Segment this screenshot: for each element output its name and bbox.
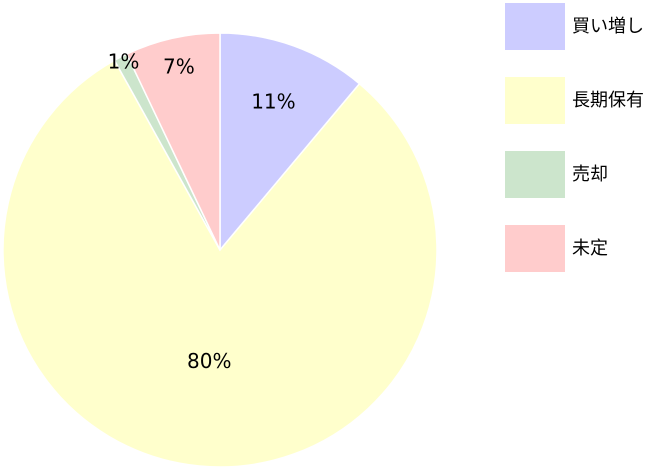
- data-label: 80%: [187, 349, 231, 373]
- legend-swatch: [505, 225, 565, 272]
- legend-label: 売却: [572, 164, 608, 185]
- legend-swatch: [505, 3, 565, 50]
- legend-label: 買い増し: [572, 16, 644, 37]
- legend-label: 未定: [572, 238, 608, 259]
- data-label: 7%: [163, 54, 195, 78]
- pie-slice: [2, 59, 438, 468]
- legend-swatch: [505, 77, 565, 124]
- legend-label: 長期保有: [572, 90, 644, 111]
- data-label: 11%: [251, 90, 295, 114]
- pie-slice: [125, 32, 221, 251]
- legend-swatch: [505, 151, 565, 198]
- pie-slice: [219, 32, 361, 253]
- data-label: 1%: [108, 49, 140, 73]
